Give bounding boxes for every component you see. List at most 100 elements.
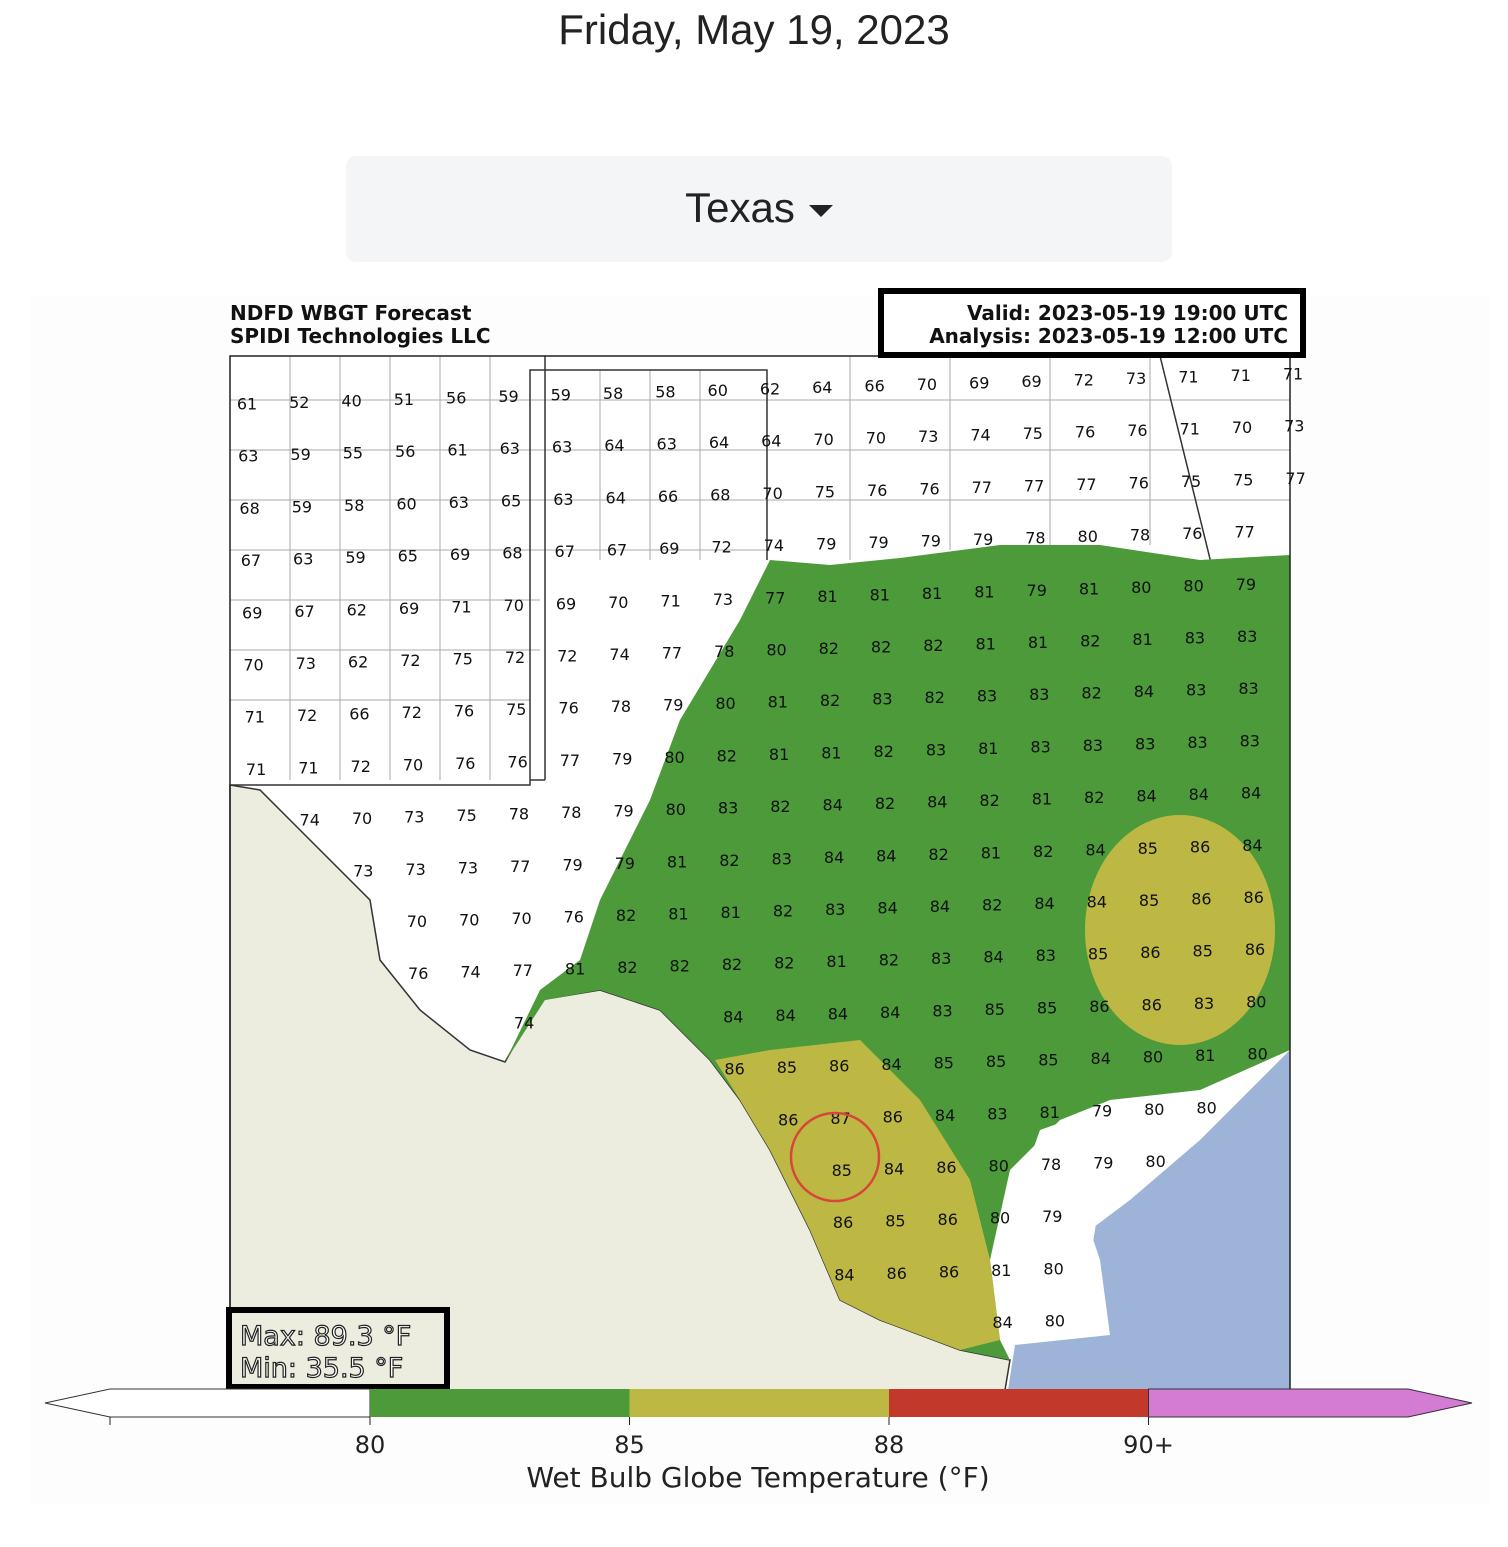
grid-label: 71 bbox=[1283, 365, 1303, 384]
grid-label: 86 bbox=[938, 1210, 958, 1229]
grid-label: 84 bbox=[930, 897, 950, 916]
grid-label: 86 bbox=[883, 1107, 903, 1126]
grid-label: 76 bbox=[558, 699, 578, 718]
grid-label: 86 bbox=[887, 1264, 907, 1283]
grid-label: 85 bbox=[985, 1000, 1005, 1019]
grid-label: 76 bbox=[507, 752, 527, 771]
grid-label: 84 bbox=[828, 1004, 848, 1023]
grid-label: 69 bbox=[242, 603, 262, 622]
grid-label: 81 bbox=[1132, 630, 1152, 649]
grid-label: 85 bbox=[934, 1054, 954, 1073]
max-marker bbox=[789, 1111, 881, 1203]
grid-label: 71 bbox=[1231, 366, 1251, 385]
map-title: NDFD WBGT Forecast bbox=[230, 301, 472, 325]
grid-label: 66 bbox=[864, 377, 884, 396]
grid-label: 81 bbox=[976, 635, 996, 654]
grid-label: 83 bbox=[1194, 994, 1214, 1013]
grid-label: 79 bbox=[613, 802, 633, 821]
grid-label: 85 bbox=[1088, 945, 1108, 964]
grid-label: 84 bbox=[824, 848, 844, 867]
grid-label: 86 bbox=[1142, 995, 1162, 1014]
grid-label: 81 bbox=[821, 743, 841, 762]
grid-label: 70 bbox=[403, 755, 423, 774]
colorbar-tick-label: 80 bbox=[355, 1431, 386, 1459]
grid-label: 74 bbox=[514, 1013, 534, 1032]
grid-label: 81 bbox=[991, 1261, 1011, 1280]
grid-label: 83 bbox=[872, 690, 892, 709]
grid-label: 86 bbox=[1191, 890, 1211, 909]
grid-label: 82 bbox=[616, 906, 636, 925]
grid-label: 73 bbox=[1284, 417, 1304, 436]
grid-label: 84 bbox=[884, 1160, 904, 1179]
grid-label: 80 bbox=[715, 694, 735, 713]
grid-label: 86 bbox=[833, 1213, 853, 1232]
grid-label: 77 bbox=[1234, 523, 1254, 542]
grid-label: 63 bbox=[449, 493, 469, 512]
grid-label: 68 bbox=[239, 499, 259, 518]
grid-label: 85 bbox=[1138, 839, 1158, 858]
grid-label: 80 bbox=[1144, 1100, 1164, 1119]
grid-label: 84 bbox=[880, 1003, 900, 1022]
grid-label: 79 bbox=[1093, 1154, 1113, 1173]
grid-label: 73 bbox=[458, 858, 478, 877]
state-dropdown[interactable]: Texas bbox=[346, 156, 1172, 262]
grid-label: 64 bbox=[761, 432, 781, 451]
grid-label: 79 bbox=[615, 854, 635, 873]
grid-label: 83 bbox=[1030, 737, 1050, 756]
grid-label: 83 bbox=[932, 1001, 952, 1020]
grid-label: 84 bbox=[992, 1313, 1012, 1332]
grid-label: 83 bbox=[977, 687, 997, 706]
grid-label: 79 bbox=[1027, 581, 1047, 600]
grid-label: 84 bbox=[1091, 1049, 1111, 1068]
grid-label: 86 bbox=[1140, 943, 1160, 962]
grid-label: 81 bbox=[922, 584, 942, 603]
grid-label: 79 bbox=[816, 535, 836, 554]
grid-label: 75 bbox=[815, 482, 835, 501]
grid-label: 76 bbox=[454, 702, 474, 721]
grid-label: 84 bbox=[1242, 836, 1262, 855]
grid-label: 82 bbox=[982, 896, 1002, 915]
grid-label: 80 bbox=[1131, 578, 1151, 597]
grid-label: 80 bbox=[989, 1157, 1009, 1176]
grid-label: 70 bbox=[459, 911, 479, 930]
grid-label: 85 bbox=[832, 1161, 852, 1180]
grid-label: 80 bbox=[1196, 1098, 1216, 1117]
grid-label: 82 bbox=[1033, 842, 1053, 861]
grid-label: 63 bbox=[657, 435, 677, 454]
border bbox=[230, 356, 768, 786]
dropdown-label[interactable]: Texas bbox=[346, 184, 1172, 232]
grid-label: 66 bbox=[658, 487, 678, 506]
grid-label: 62 bbox=[347, 600, 367, 619]
grid-label: 84 bbox=[983, 948, 1003, 967]
grid-label: 56 bbox=[395, 442, 415, 461]
grid-label: 83 bbox=[1029, 685, 1049, 704]
grid-label: 77 bbox=[972, 478, 992, 497]
grid-label: 77 bbox=[1076, 475, 1096, 494]
grid-label: 72 bbox=[505, 648, 525, 667]
grid-label: 86 bbox=[936, 1158, 956, 1177]
grid-label: 65 bbox=[398, 547, 418, 566]
grid-label: 82 bbox=[923, 636, 943, 655]
grid-label: 72 bbox=[711, 538, 731, 557]
grid-label: 64 bbox=[709, 433, 729, 452]
grid-label: 59 bbox=[290, 445, 310, 464]
grid-label: 73 bbox=[1126, 369, 1146, 388]
grid-label: 70 bbox=[1232, 418, 1252, 437]
grid-label: 76 bbox=[919, 479, 939, 498]
grid-label: 77 bbox=[662, 644, 682, 663]
grid-label: 63 bbox=[500, 439, 520, 458]
grid-label: 84 bbox=[877, 899, 897, 918]
grid-label: 74 bbox=[609, 645, 629, 664]
grid-label: 81 bbox=[978, 739, 998, 758]
grid-label: 77 bbox=[513, 961, 533, 980]
grid-label: 84 bbox=[876, 846, 896, 865]
grid-label: 52 bbox=[289, 393, 309, 412]
grid-label: 70 bbox=[504, 596, 524, 615]
grid-label: 78 bbox=[561, 803, 581, 822]
grid-label: 72 bbox=[351, 757, 371, 776]
grid-label: 85 bbox=[1037, 998, 1057, 1017]
grid-label: 61 bbox=[237, 395, 257, 414]
grid-label: 85 bbox=[777, 1058, 797, 1077]
grid-label: 84 bbox=[823, 796, 843, 815]
grid-label: 67 bbox=[607, 541, 627, 560]
